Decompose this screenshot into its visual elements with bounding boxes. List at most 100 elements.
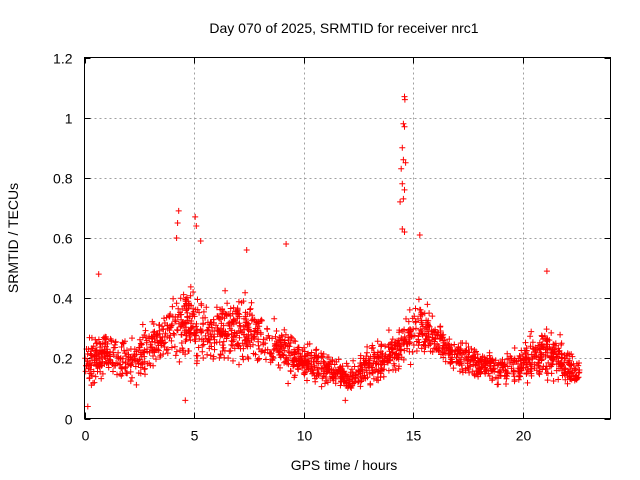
data-point <box>179 345 186 352</box>
data-point <box>129 374 135 381</box>
data-point <box>488 358 495 365</box>
data-point <box>344 373 351 380</box>
data-point <box>272 333 279 340</box>
data-point <box>473 348 479 355</box>
data-point <box>230 320 237 327</box>
data-point <box>451 341 458 348</box>
data-point <box>230 304 237 311</box>
data-point <box>186 327 193 334</box>
x-axis-ticks: 0 5 10 15 20 <box>82 57 531 444</box>
data-point <box>573 375 580 382</box>
data-point <box>399 180 406 187</box>
data-point <box>118 365 125 371</box>
data-point <box>178 322 185 329</box>
data-point <box>408 333 415 340</box>
data-point <box>415 296 422 303</box>
data-point <box>255 327 261 334</box>
data-point <box>142 327 149 334</box>
data-point <box>194 326 201 333</box>
data-point <box>324 379 331 386</box>
data-point <box>362 359 369 366</box>
data-point <box>208 324 215 331</box>
data-point <box>531 349 538 356</box>
data-point <box>173 300 180 307</box>
data-point <box>545 359 552 366</box>
data-point <box>193 320 200 327</box>
data-point <box>390 366 396 373</box>
data-point <box>295 344 302 351</box>
data-point <box>368 345 375 352</box>
data-point <box>98 375 105 382</box>
data-point <box>174 327 181 334</box>
data-points <box>82 93 583 410</box>
data-point <box>432 335 439 342</box>
data-point <box>141 365 148 372</box>
data-point <box>172 318 179 325</box>
data-point <box>363 367 370 374</box>
data-point <box>216 354 223 361</box>
data-point <box>423 324 430 331</box>
data-point <box>504 363 511 370</box>
data-point <box>486 362 493 369</box>
data-point <box>168 344 175 351</box>
data-point <box>449 351 456 358</box>
data-point <box>415 333 422 340</box>
data-point <box>374 349 381 356</box>
data-point <box>198 328 205 335</box>
data-point <box>520 356 527 362</box>
data-point <box>567 376 573 383</box>
data-point <box>418 345 425 352</box>
data-point <box>95 336 102 343</box>
data-point <box>132 363 139 370</box>
data-point <box>350 357 357 364</box>
data-point <box>506 359 513 366</box>
data-point <box>251 333 258 340</box>
data-point <box>457 368 463 375</box>
data-point <box>170 295 177 302</box>
data-point <box>482 370 489 377</box>
data-point <box>187 283 194 290</box>
data-point <box>110 352 117 358</box>
data-point <box>522 347 529 354</box>
data-point <box>274 347 280 354</box>
data-point <box>236 334 243 341</box>
data-point <box>183 330 190 337</box>
data-point <box>285 348 292 355</box>
data-point <box>458 362 465 369</box>
data-point <box>242 319 249 326</box>
data-point <box>385 367 392 374</box>
data-point <box>539 341 546 348</box>
data-point <box>199 348 206 355</box>
data-point <box>226 348 233 355</box>
data-point <box>474 371 480 378</box>
data-point <box>235 342 242 349</box>
data-point <box>575 370 582 376</box>
data-point <box>566 361 573 368</box>
data-point <box>331 369 338 376</box>
data-point <box>364 349 370 356</box>
data-point <box>271 315 278 322</box>
y-tick-label: 0.8 <box>53 171 73 187</box>
data-point <box>190 289 197 295</box>
data-point <box>127 378 134 385</box>
data-point <box>561 370 568 377</box>
data-point <box>311 354 318 361</box>
data-point <box>273 328 280 334</box>
data-point <box>527 333 534 340</box>
data-point <box>399 328 406 335</box>
data-point <box>154 330 161 337</box>
data-point <box>191 330 198 337</box>
y-tick-label: 0.2 <box>53 351 73 367</box>
data-point <box>236 361 242 368</box>
data-point <box>483 367 490 374</box>
data-point <box>466 349 473 356</box>
data-point <box>95 271 102 278</box>
data-point <box>236 320 243 327</box>
data-point <box>291 349 298 356</box>
data-point <box>387 352 393 359</box>
data-point <box>156 327 163 334</box>
data-point <box>223 312 230 319</box>
data-point <box>260 339 267 346</box>
data-point <box>395 352 402 359</box>
data-point <box>369 364 376 371</box>
